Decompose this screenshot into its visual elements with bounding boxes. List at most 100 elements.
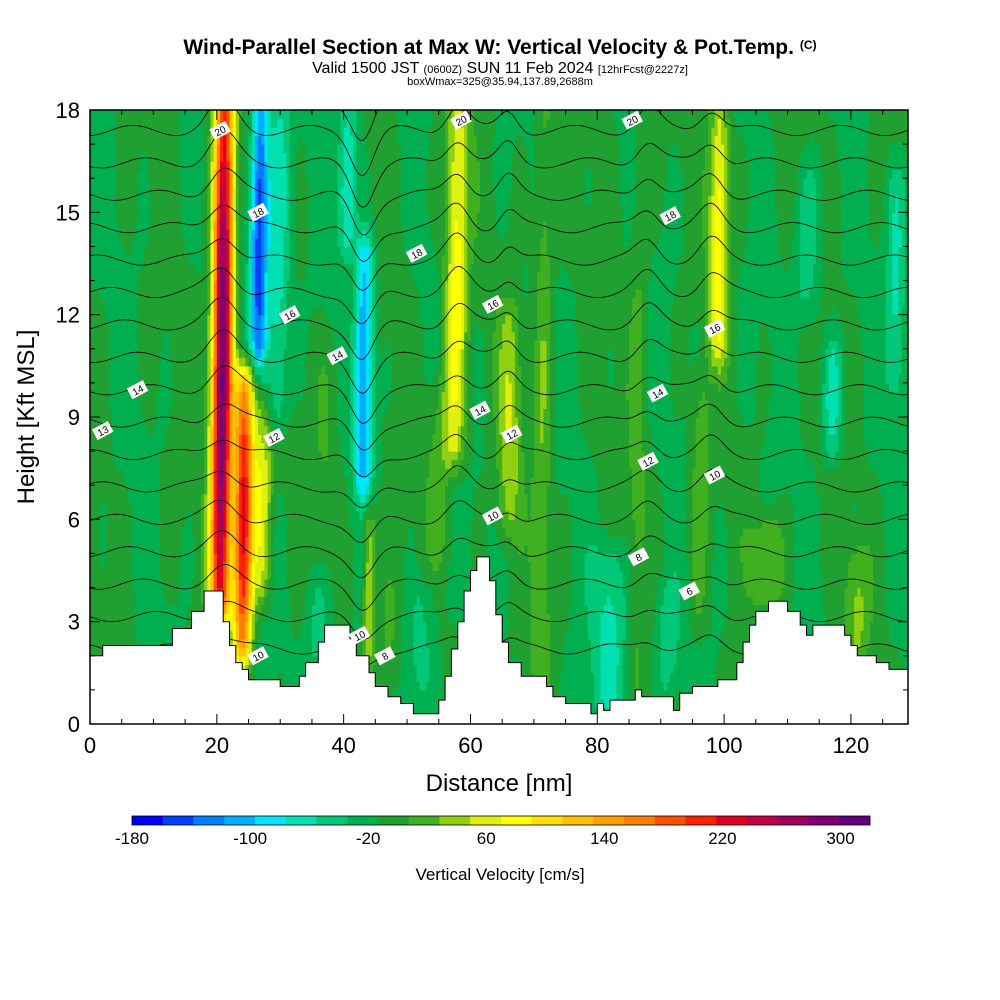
velocity-cell: [549, 621, 554, 631]
velocity-cell: [670, 604, 674, 614]
velocity-cell: [451, 579, 456, 589]
velocity-cell: [816, 561, 820, 572]
velocity-cell: [264, 655, 269, 665]
velocity-cell: [448, 596, 453, 606]
velocity-cell: [644, 621, 649, 631]
velocity-cell: [460, 579, 465, 589]
velocity-cell: [657, 647, 662, 657]
velocity-cell: [575, 647, 579, 657]
velocity-cell: [239, 570, 243, 580]
velocity-cell: [882, 655, 887, 665]
velocity-cell: [762, 579, 766, 589]
velocity-cell: [717, 664, 722, 674]
velocity-cell: [530, 587, 535, 597]
velocity-cell: [93, 561, 97, 572]
velocity-cell: [869, 613, 874, 623]
velocity-cell: [793, 579, 798, 589]
velocity-cell: [578, 655, 583, 665]
velocity-cell: [305, 570, 310, 580]
velocity-cell: [556, 587, 560, 597]
velocity-cell: [143, 613, 148, 623]
velocity-cell: [432, 647, 437, 657]
velocity-cell: [273, 570, 278, 580]
velocity-cell: [606, 689, 611, 700]
velocity-cell: [660, 621, 665, 631]
velocity-cell: [109, 553, 113, 563]
velocity-cell: [219, 553, 224, 563]
velocity-cell: [188, 561, 193, 572]
velocity-cell: [99, 647, 104, 657]
velocity-cell: [898, 621, 903, 631]
velocity-cell: [876, 604, 881, 614]
velocity-cell: [264, 638, 269, 648]
velocity-cell: [641, 570, 646, 580]
velocity-cell: [178, 596, 183, 606]
velocity-cell: [730, 579, 735, 589]
velocity-cell: [239, 621, 243, 631]
velocity-cell: [369, 587, 373, 597]
velocity-cell: [343, 613, 348, 623]
velocity-cell: [102, 638, 107, 648]
velocity-cell: [616, 664, 621, 674]
velocity-cell: [213, 579, 218, 589]
velocity-cell: [885, 596, 890, 606]
velocity-cell: [866, 621, 871, 631]
velocity-cell: [695, 681, 700, 691]
velocity-cell: [632, 604, 636, 614]
velocity-cell: [90, 604, 94, 614]
velocity-cell: [568, 621, 573, 631]
velocity-cell: [556, 630, 560, 640]
velocity-cell: [527, 596, 532, 606]
velocity-cell: [594, 613, 598, 623]
velocity-cell: [327, 613, 332, 623]
velocity-cell: [419, 655, 424, 665]
velocity-cell: [663, 681, 668, 691]
velocity-cell: [727, 621, 732, 631]
velocity-cell: [854, 561, 858, 572]
velocity-cell: [175, 570, 180, 580]
velocity-cell: [711, 570, 716, 580]
velocity-cell: [540, 604, 544, 614]
velocity-cell: [505, 587, 510, 597]
velocity-cell: [698, 561, 703, 572]
velocity-cell: [413, 561, 418, 572]
velocity-cell: [308, 613, 313, 623]
velocity-cell: [546, 561, 551, 572]
velocity-cell: [441, 689, 446, 700]
velocity-cell: [847, 630, 852, 640]
velocity-cell: [860, 579, 865, 589]
velocity-cell: [381, 630, 386, 640]
velocity-cell: [641, 655, 646, 665]
velocity-cell: [150, 587, 155, 597]
velocity-cell: [419, 689, 424, 700]
velocity-cell: [724, 621, 728, 631]
velocity-cell: [749, 587, 754, 597]
velocity-cell: [758, 579, 763, 589]
velocity-cell: [197, 570, 202, 580]
velocity-cell: [543, 613, 548, 623]
velocity-cell: [625, 621, 630, 631]
velocity-cell: [407, 579, 411, 589]
velocity-cell: [286, 553, 291, 563]
velocity-cell: [489, 561, 494, 572]
velocity-cell: [505, 613, 510, 623]
velocity-cell: [451, 570, 456, 580]
velocity-cell: [571, 698, 576, 708]
velocity-cell: [232, 621, 237, 631]
velocity-cell: [435, 638, 440, 648]
velocity-cell: [616, 681, 621, 691]
velocity-cell: [644, 579, 649, 589]
velocity-cell: [277, 579, 281, 589]
velocity-cell: [432, 698, 437, 708]
velocity-cell: [400, 587, 405, 597]
velocity-cell: [143, 553, 148, 563]
velocity-cell: [388, 561, 392, 572]
velocity-cell: [245, 630, 250, 640]
velocity-cell: [109, 596, 113, 606]
velocity-cell: [904, 579, 908, 589]
velocity-cell: [346, 604, 351, 614]
velocity-cell: [175, 613, 180, 623]
velocity-cell: [124, 638, 129, 648]
velocity-cell: [628, 664, 633, 674]
velocity-cell: [619, 613, 624, 623]
